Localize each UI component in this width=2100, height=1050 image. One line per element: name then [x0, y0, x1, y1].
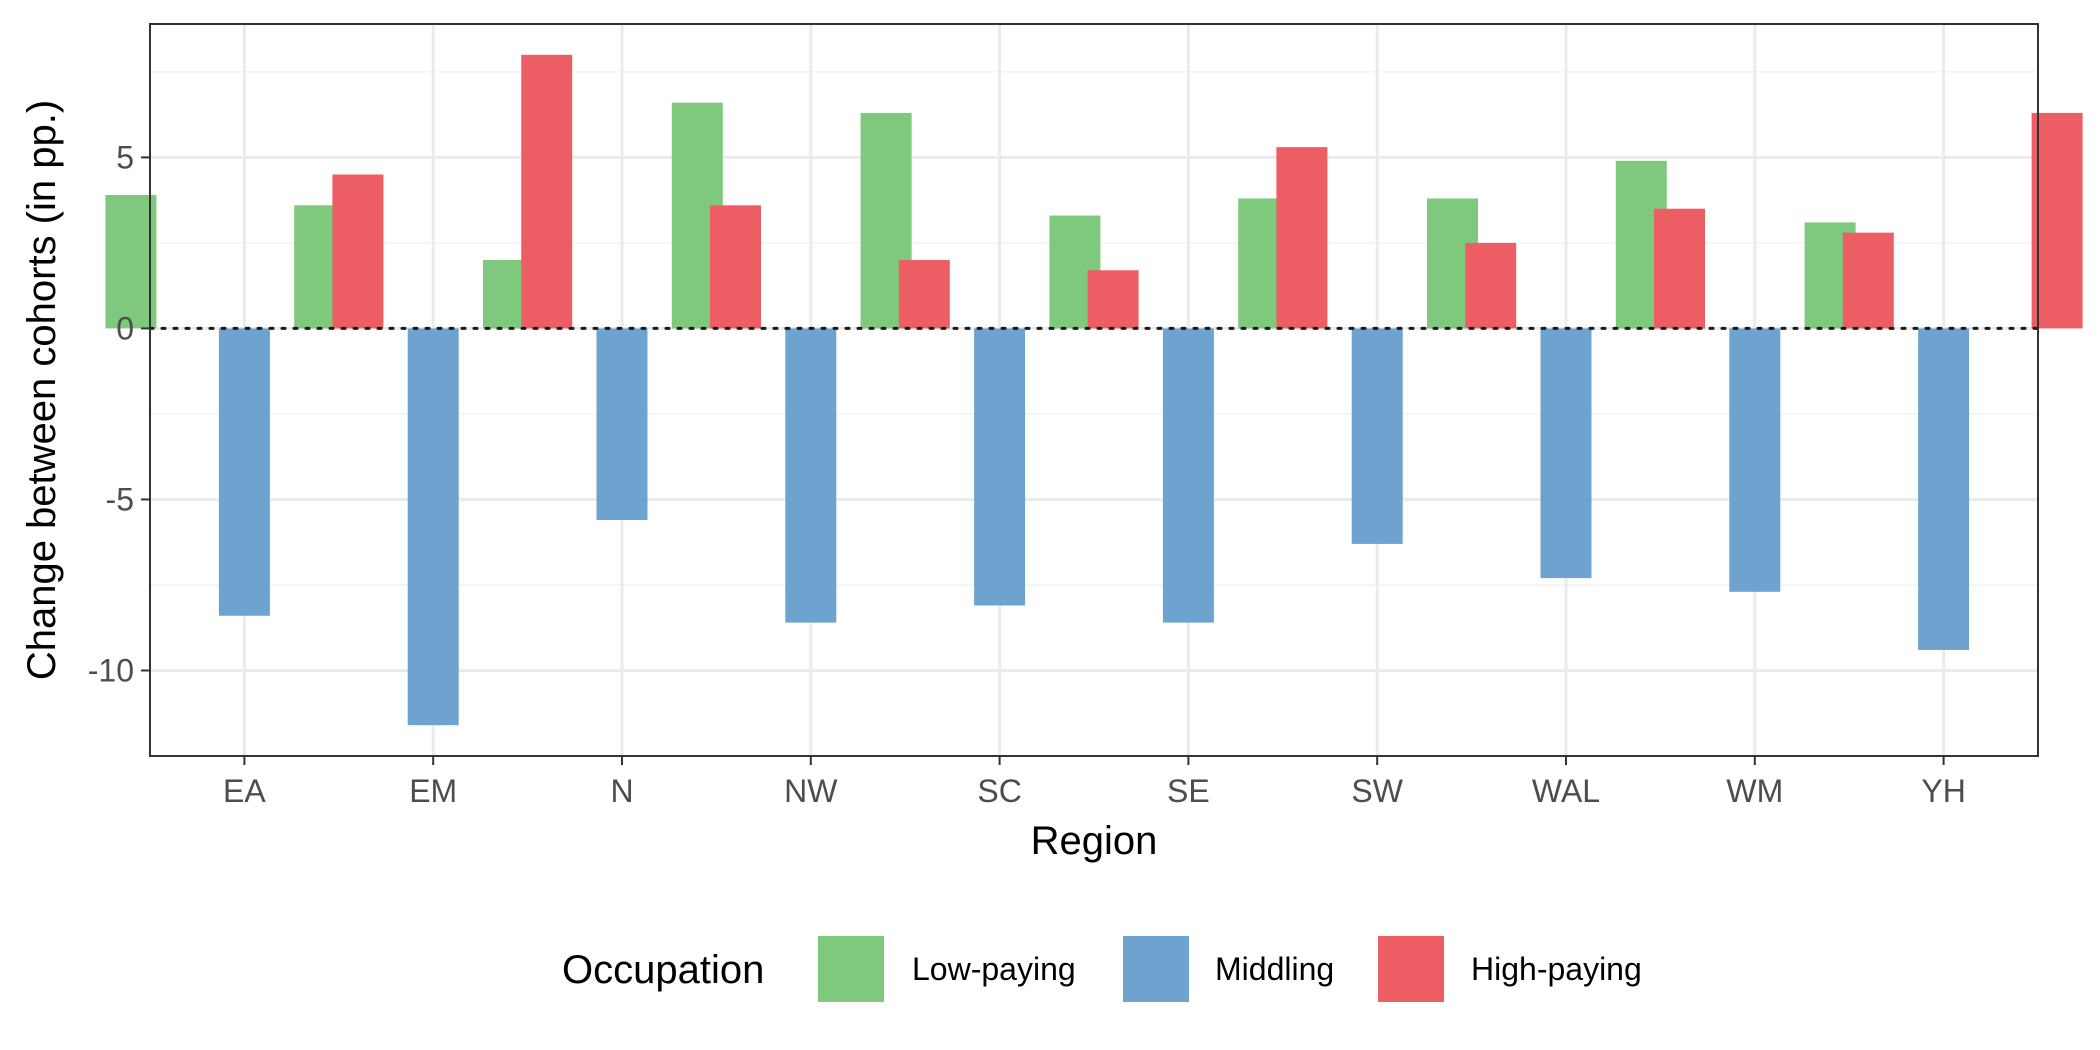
x-tick-label: N [610, 773, 633, 809]
bar-low-paying-ea [105, 195, 157, 329]
legend-key-high-paying [1378, 936, 1444, 1002]
bar-high-paying-yh [2031, 112, 2083, 329]
bar-middling-nw [785, 328, 837, 623]
y-axis-title: Change between cohorts (in pp.) [20, 100, 64, 680]
x-axis-title: Region [1031, 819, 1158, 863]
legend-title: Occupation [562, 948, 764, 992]
x-tick-label: SE [1167, 773, 1210, 809]
y-tick-label: 5 [116, 139, 134, 175]
bar-high-paying-sw [1465, 242, 1517, 329]
legend-label: Middling [1215, 951, 1334, 987]
x-tick-label: SC [977, 773, 1021, 809]
y-axis: -10 -5 0 5 [88, 139, 150, 688]
y-tick-label: 0 [116, 310, 134, 346]
bar-high-paying-sc [1087, 270, 1139, 329]
x-tick-label: WAL [1532, 773, 1600, 809]
y-tick-label: -5 [106, 481, 134, 517]
x-tick-label: SW [1351, 773, 1403, 809]
bar-high-paying-ea [332, 174, 384, 329]
x-tick-label: EA [223, 773, 266, 809]
bar-high-paying-wal [1654, 208, 1705, 329]
bar-middling-sw [1351, 328, 1403, 544]
x-tick-label: WM [1726, 773, 1783, 809]
bar-high-paying-se [1276, 147, 1328, 329]
legend-label: Low-paying [912, 951, 1076, 987]
legend-key-middling [1123, 936, 1189, 1002]
x-tick-label: NW [784, 773, 838, 809]
x-tick-label: EM [409, 773, 457, 809]
x-axis: EA EM N NW SC SE SW WAL WM YH [223, 756, 1966, 809]
bar-middling-sc [974, 328, 1026, 606]
bar-high-paying-n [710, 205, 761, 329]
bar-high-paying-em [521, 54, 573, 329]
legend-key-low-paying [818, 936, 884, 1002]
bar-middling-em [407, 328, 459, 726]
legend-label: High-paying [1471, 951, 1642, 987]
bar-middling-yh [1918, 328, 1970, 650]
bar-middling-n [596, 328, 648, 520]
bars [105, 54, 2083, 726]
bar-middling-wal [1540, 328, 1592, 579]
bar-high-paying-nw [898, 260, 950, 329]
bar-middling-se [1162, 328, 1214, 623]
bar-middling-wm [1729, 328, 1781, 592]
bar-middling-ea [218, 328, 270, 616]
legend: Occupation Low-paying Middling High-paying [562, 936, 1642, 1002]
panel-border [149, 23, 2039, 757]
bar-high-paying-wm [1842, 232, 1894, 329]
x-tick-label: YH [1921, 773, 1965, 809]
y-tick-label: -10 [88, 652, 134, 688]
